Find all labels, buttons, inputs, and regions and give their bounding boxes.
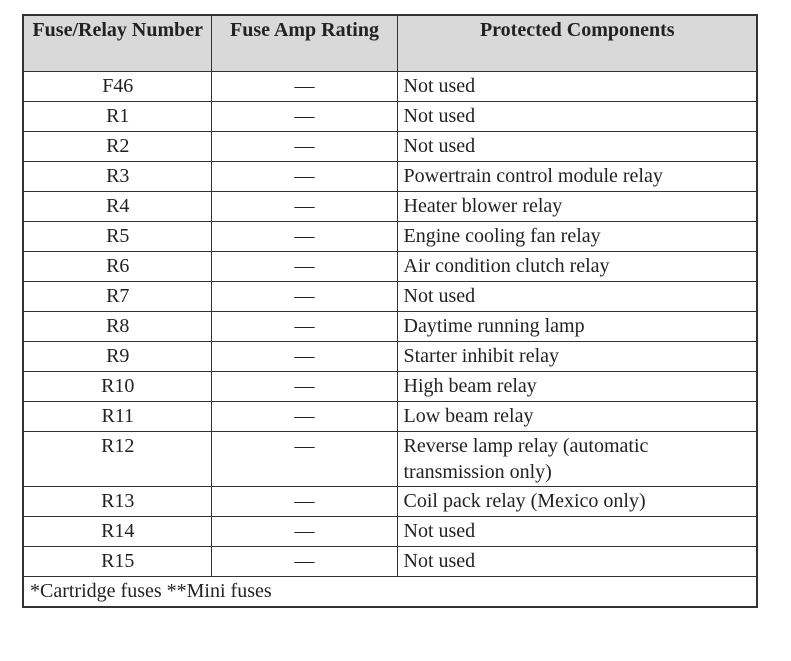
- header-cell: Fuse/Relay Number: [22, 14, 212, 72]
- table-cell: Not used: [396, 546, 758, 577]
- table-row: R8— Daytime running lamp: [22, 311, 758, 342]
- table-row: R4— Heater blower relay: [22, 191, 758, 222]
- table-cell: R9: [22, 341, 212, 372]
- table-row: R2— Not used: [22, 131, 758, 162]
- table-cell: —: [210, 101, 398, 132]
- table-cell: —: [210, 281, 398, 312]
- table-cell: —: [210, 341, 398, 372]
- table-cell: —: [210, 191, 398, 222]
- table-cell: R15: [22, 546, 212, 577]
- table-cell: —: [210, 71, 398, 102]
- table-cell: —: [210, 546, 398, 577]
- table-cell: R12: [22, 431, 212, 487]
- table-row: R6— Air condition clutch relay: [22, 251, 758, 282]
- table-cell: —: [210, 311, 398, 342]
- table-cell: R6: [22, 251, 212, 282]
- table-cell: Not used: [396, 281, 758, 312]
- header-cell: Fuse Amp Rating: [210, 14, 398, 72]
- table-row: R7— Not used: [22, 281, 758, 312]
- table-cell: —: [210, 161, 398, 192]
- table-cell: R5: [22, 221, 212, 252]
- table-row: F46— Not used: [22, 71, 758, 102]
- table-body: F46— Not used R1— Not used R2— Not used R3— Pow…: [22, 71, 758, 608]
- table-cell: Air condition clutch relay: [396, 251, 758, 282]
- fuse-table: Fuse/Relay Number Fuse Amp Rating Protecte…: [22, 14, 758, 608]
- header-cell: Protected Components: [396, 14, 758, 72]
- table-cell: Not used: [396, 71, 758, 102]
- table-cell: Daytime running lamp: [396, 311, 758, 342]
- table-row: R13— Coil pack relay (Mexico only): [22, 486, 758, 517]
- table-cell: Low beam relay: [396, 401, 758, 432]
- table-cell: Coil pack relay (Mexico only): [396, 486, 758, 517]
- table-cell: Not used: [396, 516, 758, 547]
- table-row: R5— Engine cooling fan relay: [22, 221, 758, 252]
- table-cell: —: [210, 516, 398, 547]
- table-cell: —: [210, 131, 398, 162]
- table-header: Fuse/Relay Number Fuse Amp Rating Protecte…: [22, 14, 758, 72]
- table-cell: R13: [22, 486, 212, 517]
- table-cell: Reverse lamp relay (automatic transmissi…: [396, 431, 758, 487]
- table-cell: High beam relay: [396, 371, 758, 402]
- table-cell: —: [210, 431, 398, 487]
- table-cell: Not used: [396, 131, 758, 162]
- table-cell: R2: [22, 131, 212, 162]
- table-row: R15— Not used: [22, 546, 758, 577]
- table-row: R9— Starter inhibit relay: [22, 341, 758, 372]
- table-cell: R14: [22, 516, 212, 547]
- table-cell: R3: [22, 161, 212, 192]
- table-row: R14— Not used: [22, 516, 758, 547]
- table-row: R10— High beam relay: [22, 371, 758, 402]
- table-cell: —: [210, 251, 398, 282]
- table-cell: Heater blower relay: [396, 191, 758, 222]
- table-cell: R10: [22, 371, 212, 402]
- table-cell: Starter inhibit relay: [396, 341, 758, 372]
- table-cell: —: [210, 401, 398, 432]
- table-cell: R4: [22, 191, 212, 222]
- table-cell: R1: [22, 101, 212, 132]
- table-cell: —: [210, 371, 398, 402]
- table-cell: F46: [22, 71, 212, 102]
- table-cell: R8: [22, 311, 212, 342]
- table-cell: R11: [22, 401, 212, 432]
- table-cell: —: [210, 221, 398, 252]
- table-cell: R7: [22, 281, 212, 312]
- footnote-row: *Cartridge fuses **Mini fuses: [22, 576, 758, 608]
- header-row: Fuse/Relay Number Fuse Amp Rating Protecte…: [22, 14, 758, 72]
- table-cell: Not used: [396, 101, 758, 132]
- table-cell: —: [210, 486, 398, 517]
- table-cell: Engine cooling fan relay: [396, 221, 758, 252]
- table-row: R3— Powertrain control module relay: [22, 161, 758, 192]
- table-row: R12— Reverse lamp relay (automatic transm…: [22, 431, 758, 487]
- table-row: R11— Low beam relay: [22, 401, 758, 432]
- footnote: *Cartridge fuses **Mini fuses: [22, 576, 758, 608]
- table-row: R1— Not used: [22, 101, 758, 132]
- table-cell: Powertrain control module relay: [396, 161, 758, 192]
